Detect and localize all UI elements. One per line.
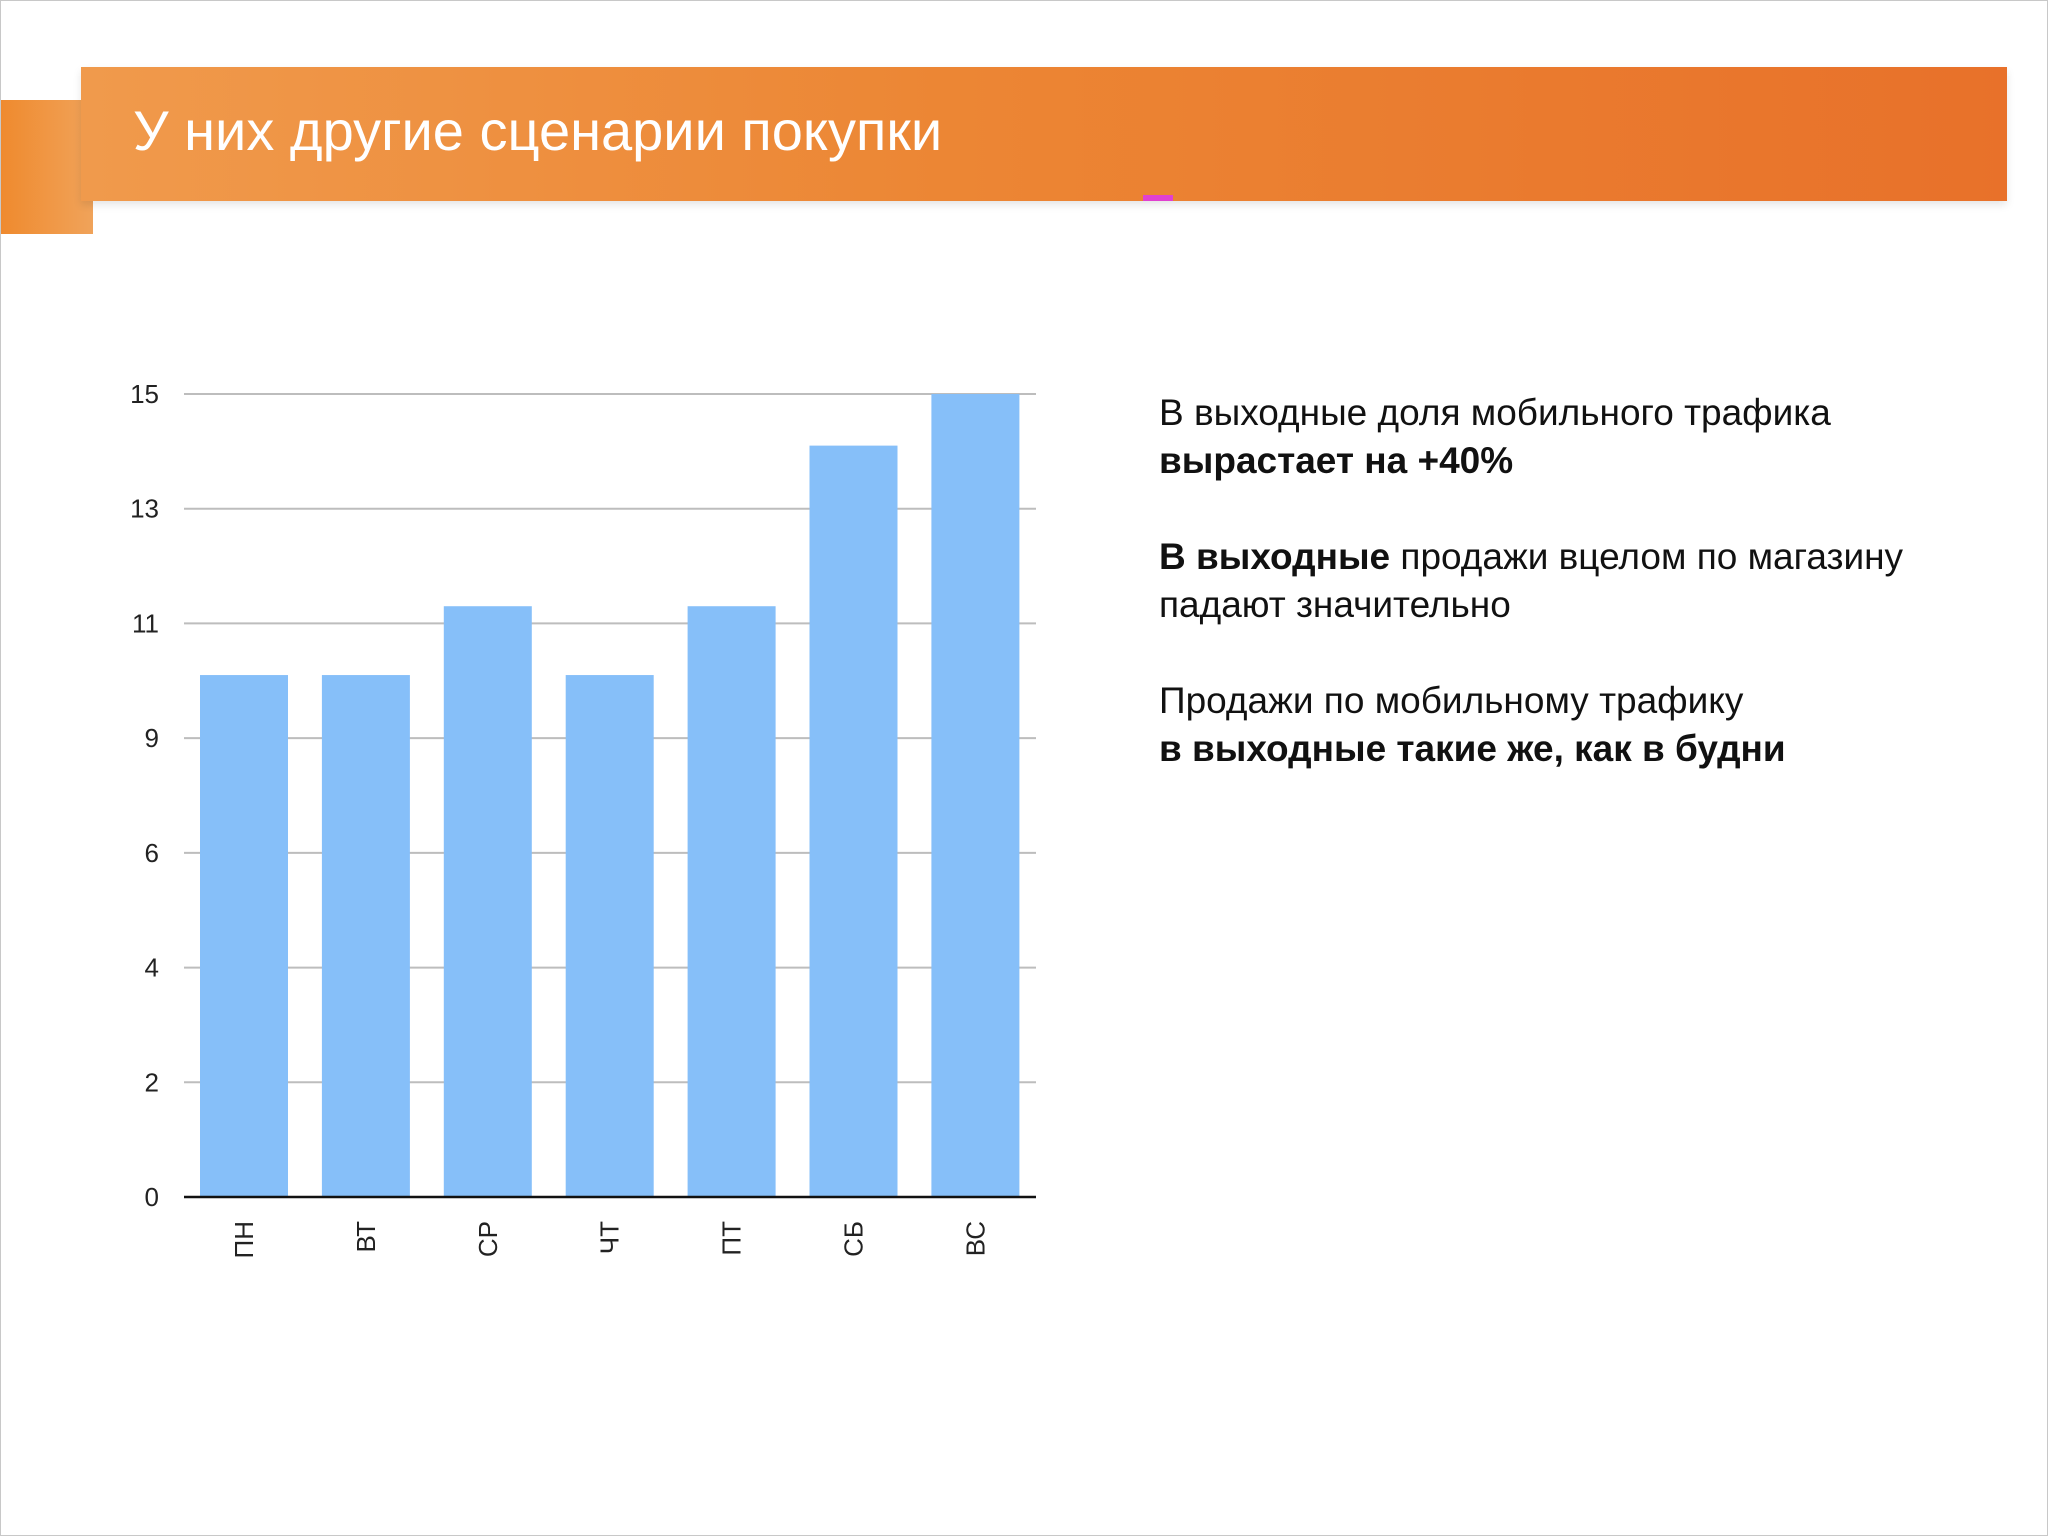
note-sales-rest: продажи вцелом по магазину	[1390, 536, 1904, 577]
x-category-label: ЧТ	[595, 1221, 625, 1254]
bar-7	[931, 394, 1020, 1197]
y-tick-label: 13	[130, 494, 159, 524]
x-category-label: ПН	[229, 1221, 259, 1258]
bar-3	[443, 606, 532, 1197]
notes-panel: В выходные доля мобильного трафика вырас…	[1159, 389, 2019, 821]
y-tick-label: 9	[145, 723, 159, 753]
bar-4	[565, 675, 654, 1197]
chart-x-labels: ПН ВТ СР ЧТ ПТ СБ ВС	[229, 1221, 990, 1259]
title-bar: У них другие сценарии покупки	[81, 67, 2007, 201]
note-sales: В выходные продажи вцелом по магазину па…	[1159, 533, 2019, 629]
note-mobile-sales-line1: Продажи по мобильному трафику	[1159, 680, 1744, 721]
x-category-label: СР	[473, 1221, 503, 1257]
y-tick-label: 0	[145, 1182, 159, 1212]
title-accent-mark	[1143, 195, 1173, 201]
chart-y-ticks: 0 2 4 6 9 11 13 15	[130, 379, 159, 1212]
x-category-label: ВТ	[351, 1221, 381, 1253]
note-sales-line1: В выходные продажи вцелом по магазину	[1159, 533, 2019, 581]
note-traffic: В выходные доля мобильного трафика вырас…	[1159, 389, 2019, 485]
y-tick-label: 6	[145, 838, 159, 868]
bar-5	[687, 606, 776, 1197]
x-category-label: ВС	[960, 1221, 990, 1256]
x-category-label: ПТ	[717, 1221, 747, 1256]
y-tick-label: 15	[130, 379, 159, 409]
note-sales-highlight: В выходные	[1159, 536, 1391, 577]
x-category-label: СБ	[839, 1221, 869, 1257]
note-sales-line2: падают значительно	[1159, 584, 1511, 625]
note-traffic-highlight: вырастает на +40%	[1159, 440, 1514, 481]
y-tick-label: 2	[145, 1067, 159, 1097]
y-tick-label: 4	[145, 953, 159, 983]
note-mobile-sales: Продажи по мобильному трафику в выходные…	[1159, 677, 2019, 773]
note-mobile-sales-highlight: в выходные такие же, как в будни	[1159, 728, 1786, 769]
note-traffic-line1: В выходные доля мобильного трафика	[1159, 392, 1831, 433]
title-tab-decoration	[1, 100, 93, 234]
slide-title: У них другие сценарии покупки	[133, 99, 943, 162]
bar-1	[200, 675, 288, 1197]
bar-6	[809, 445, 898, 1197]
y-tick-label: 11	[132, 608, 159, 638]
bar-2	[321, 675, 410, 1197]
chart-bars	[200, 394, 1020, 1197]
